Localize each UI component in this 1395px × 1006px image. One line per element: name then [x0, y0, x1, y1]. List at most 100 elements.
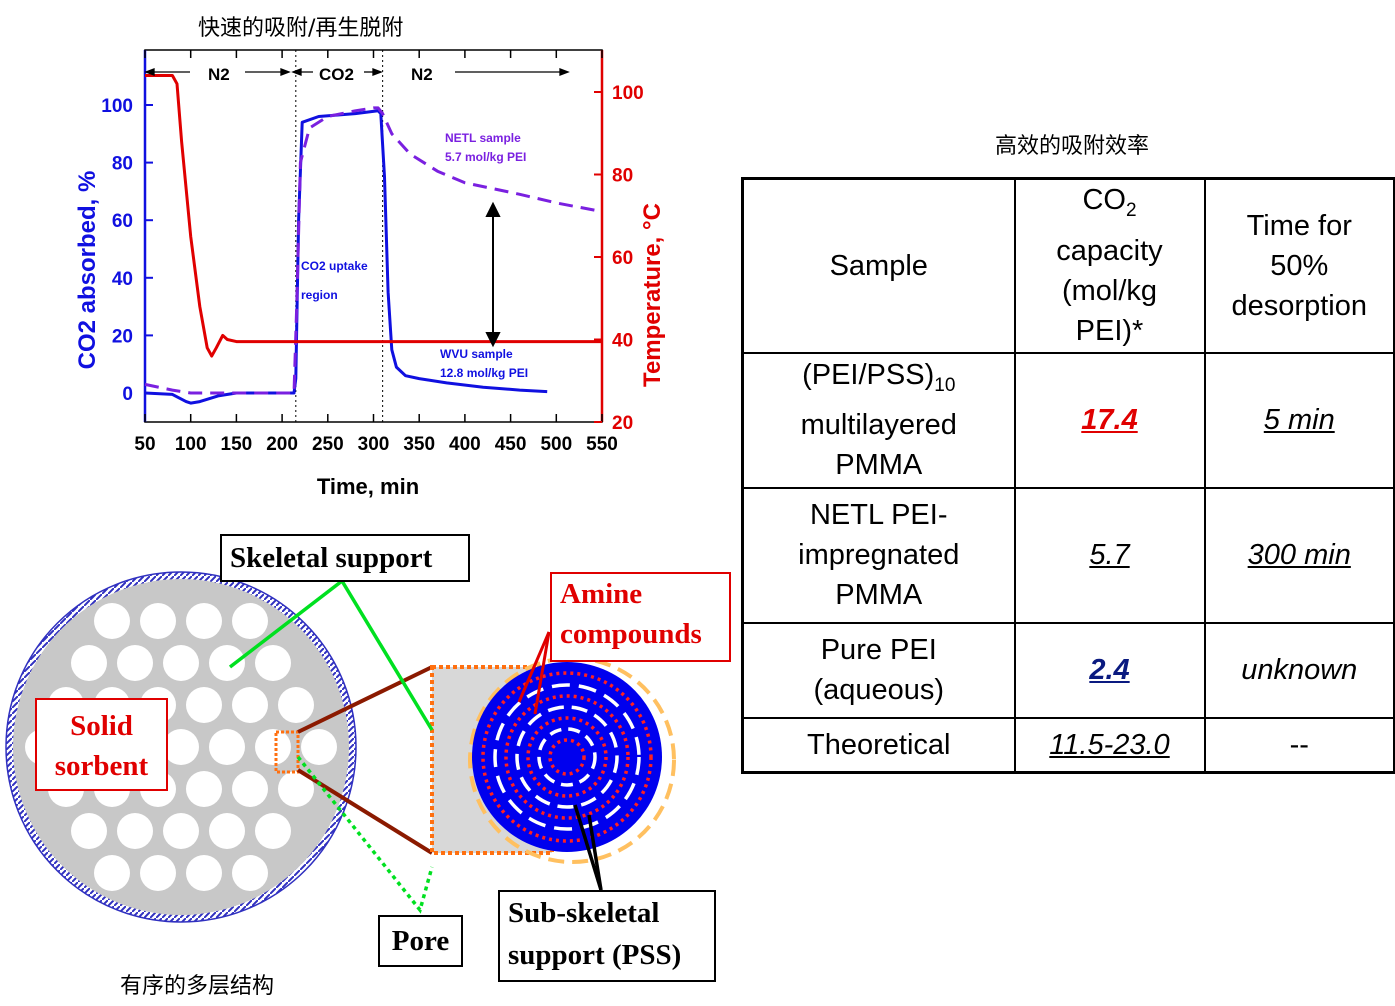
y-right-tick-label: 40 — [612, 331, 633, 352]
x-tick-group: 50 100 150 200 250 300 350 400 450 500 550 — [134, 50, 618, 455]
amine-compounds-label: Amine compounds — [550, 572, 731, 662]
x-axis-label: Time, min — [317, 474, 419, 499]
pore-hole — [94, 855, 130, 891]
phase-label-n2-first: N2 — [208, 65, 230, 84]
header-capacity-line3: PEI)* — [1075, 315, 1144, 348]
phase-label-co2: CO2 — [319, 65, 354, 84]
pore-hole — [186, 687, 222, 723]
y-left-tick-label: 80 — [112, 154, 133, 175]
pore-hole — [232, 687, 268, 723]
netl-annotation-line1: NETL sample — [445, 131, 521, 145]
row4-capacity-value: 11.5-23.0 — [1049, 728, 1170, 761]
phase-arrows — [144, 68, 570, 76]
pore-hole — [71, 645, 107, 681]
row1-capacity-value: 17.4 — [1081, 404, 1138, 436]
plot-frame — [144, 49, 603, 423]
x-tick-label: 300 — [358, 434, 390, 455]
x-tick-label: 50 — [134, 434, 155, 455]
row4-time: -- — [1203, 716, 1395, 774]
pss-pointer-2 — [587, 814, 603, 891]
row2-sample-line2: impregnated — [798, 539, 960, 571]
row1-time: 5 min — [1203, 351, 1395, 489]
row4-sample: Theoretical — [741, 716, 1016, 774]
table-row: Pure PEI (aqueous) 2.4 unknown — [741, 621, 1395, 719]
pore-hole — [278, 687, 314, 723]
header-time-line3: desorption — [1231, 289, 1367, 322]
y-left-tick-label: 20 — [112, 326, 133, 347]
netl-annotation-line2: 5.7 mol/kg PEI — [445, 150, 526, 164]
series-line-netl-sample — [144, 106, 603, 395]
x-tick-label: 100 — [175, 434, 207, 455]
y-right-tick-label: 80 — [612, 166, 633, 187]
x-tick-label: 450 — [495, 434, 527, 455]
row2-sample-line3: PMMA — [835, 579, 923, 611]
sub-skeletal-support-label: Sub-skeletal support (PSS) — [498, 890, 716, 982]
y-right-tick-label: 20 — [612, 413, 633, 434]
amine-pointer-2 — [533, 631, 551, 715]
pore-hole — [71, 813, 107, 849]
pore-hole — [301, 729, 337, 765]
header-time: Time for 50% desorption — [1203, 177, 1395, 354]
row1-time-value: 5 min — [1263, 404, 1335, 436]
row3-sample: Pure PEI (aqueous) — [741, 621, 1016, 719]
header-capacity-co2: CO2 — [1082, 184, 1137, 222]
zoom-line-top — [297, 665, 433, 734]
fast-adsorption-title: 快速的吸附/再生脱附 — [198, 16, 404, 41]
row3-capacity: 2.4 — [1013, 621, 1206, 719]
y-left-tick-group: 0 20 40 60 80 100 — [101, 96, 153, 405]
x-tick-label: 500 — [540, 434, 572, 455]
pore-hole — [186, 855, 222, 891]
pss-halo — [468, 656, 676, 864]
row1-sample-sub: 10 — [934, 374, 956, 396]
pore-hole — [209, 813, 245, 849]
y-left-tick-label: 100 — [101, 96, 133, 117]
header-capacity-line2: (mol/kg — [1061, 275, 1158, 308]
uptake-annotation-line2: region — [301, 288, 338, 302]
sub-line1: Sub-skeletal — [508, 897, 660, 929]
row2-sample: NETL PEI- impregnated PMMA — [741, 486, 1016, 624]
y-right-tick-label: 60 — [612, 248, 633, 269]
x-tick-label: 550 — [586, 434, 618, 455]
row3-time: unknown — [1203, 621, 1395, 719]
pore-hole — [186, 771, 222, 807]
pore-hole — [232, 771, 268, 807]
row2-time-value: 300 min — [1247, 539, 1351, 571]
pss-disk — [472, 662, 662, 852]
row2-sample-line1: NETL PEI- — [809, 499, 948, 531]
pore-hole — [163, 729, 199, 765]
row3-capacity-value: 2.4 — [1089, 654, 1130, 686]
header-time-line2: 50% — [1270, 249, 1329, 282]
table-row: NETL PEI- impregnated PMMA 5.7 300 min — [741, 486, 1395, 624]
ordered-structure-title: 有序的多层结构 — [120, 974, 275, 999]
row3-sample-line1: Pure PEI — [820, 634, 937, 666]
wvu-annotation-line2: 12.8 mol/kg PEI — [440, 366, 528, 380]
difference-arrow — [485, 201, 501, 348]
pore-hole — [163, 645, 199, 681]
pore-hole — [255, 813, 291, 849]
pss-rings — [481, 671, 653, 843]
efficiency-table: Sample CO2 capacity (mol/kg PEI)* Time f… — [741, 177, 1395, 774]
header-capacity-line1: capacity — [1056, 235, 1163, 268]
header-time-line1: Time for — [1246, 209, 1352, 242]
header-sample: Sample — [741, 177, 1016, 354]
pss-pointer-1 — [573, 804, 603, 891]
pore-highlight — [274, 730, 300, 774]
sub-line2: support (PSS) — [508, 939, 682, 971]
amine-line1: Amine — [560, 578, 643, 610]
y-right-tick-label: 100 — [612, 83, 644, 104]
table-row: (PEI/PSS)10 multilayered PMMA 17.4 5 min — [741, 351, 1395, 489]
solid-line1: Solid — [70, 710, 133, 742]
pore-hole — [163, 813, 199, 849]
pore-pointer — [296, 755, 434, 914]
x-tick-label: 150 — [221, 434, 253, 455]
wvu-annotation-line1: WVU sample — [440, 347, 513, 361]
row3-time-value: unknown — [1241, 654, 1358, 686]
uptake-annotation-line1: CO2 uptake — [301, 259, 368, 273]
pore-hole — [117, 813, 153, 849]
pore-hole — [140, 603, 176, 639]
phase-label-n2-second: N2 — [411, 65, 433, 84]
y-left-tick-label: 60 — [112, 211, 133, 232]
phase-lines — [295, 50, 384, 422]
amine-pointer-1 — [517, 631, 551, 703]
pore-hole — [140, 855, 176, 891]
